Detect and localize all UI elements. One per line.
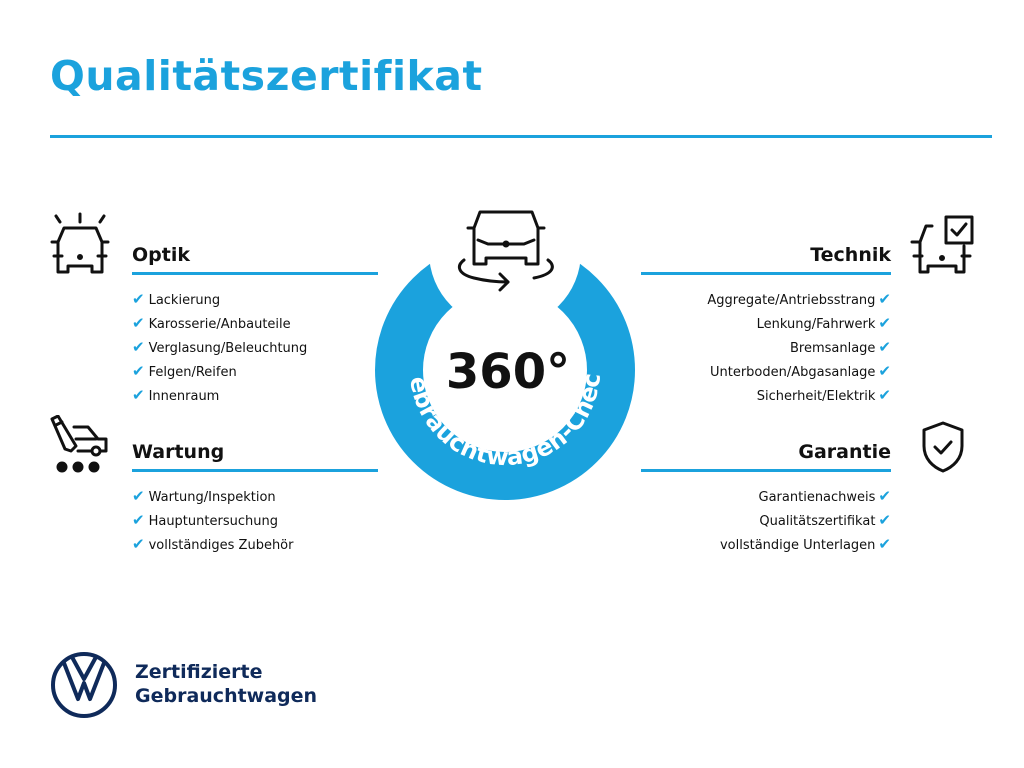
list-item: Aggregate/Antriebsstrang ✔	[641, 287, 891, 311]
item-label: Karosserie/Anbauteile	[148, 317, 291, 332]
brand-line-1: Zertifizierte	[135, 661, 263, 683]
list-item: Lenkung/Fahrwerk ✔	[641, 311, 891, 335]
title-divider	[50, 135, 992, 138]
item-label: Garantienachweis	[758, 490, 876, 505]
check-icon: ✔	[132, 535, 145, 553]
item-list: ✔ Wartung/Inspektion ✔ Hauptuntersuchung ✔ vo…	[132, 484, 378, 556]
section-heading: Wartung	[132, 441, 225, 463]
service-van-icon	[50, 415, 108, 473]
check-icon: ✔	[132, 487, 145, 505]
brand-text: Zertifizierte Gebrauchtwagen	[135, 660, 317, 708]
item-label: Unterboden/Abgasanlage	[709, 365, 876, 380]
check-icon: ✔	[878, 290, 891, 308]
check-icon: ✔	[132, 362, 145, 380]
section-optik: Optik ✔ Lackierung ✔ Karosserie/Anbauteile ✔…	[132, 242, 378, 407]
list-item: ✔ Hauptuntersuchung	[132, 508, 378, 532]
section-divider	[641, 272, 891, 275]
item-label: Lackierung	[148, 293, 221, 308]
list-item: Unterboden/Abgasanlage ✔	[641, 359, 891, 383]
car-lights-icon	[50, 212, 110, 274]
item-label: Lenkung/Fahrwerk	[756, 317, 876, 332]
shield-check-icon	[922, 421, 964, 473]
check-icon: ✔	[878, 535, 891, 553]
check-icon: ✔	[132, 386, 145, 404]
check-icon: ✔	[878, 511, 891, 529]
section-divider	[641, 469, 891, 472]
section-wartung: Wartung ✔ Wartung/Inspektion ✔ Hauptuntersu…	[132, 439, 378, 556]
page-title: Qualitätszertifikat	[50, 52, 483, 100]
list-item: ✔ Felgen/Reifen	[132, 359, 378, 383]
check-icon: ✔	[132, 511, 145, 529]
item-label: Verglasung/Beleuchtung	[148, 341, 308, 356]
list-item: ✔ Wartung/Inspektion	[132, 484, 378, 508]
check-icon: ✔	[878, 314, 891, 332]
section-heading: Garantie	[798, 441, 891, 463]
section-divider	[132, 469, 378, 472]
list-item: vollständige Unterlagen ✔	[641, 532, 891, 556]
check-icon: ✔	[132, 338, 145, 356]
check-icon: ✔	[878, 338, 891, 356]
list-item: ✔ Lackierung	[132, 287, 378, 311]
car-checkbox-icon	[910, 215, 974, 274]
item-list: Aggregate/Antriebsstrang ✔ Lenkung/Fahrwer…	[641, 287, 891, 407]
item-label: Qualitätszertifikat	[759, 514, 876, 529]
item-label: Felgen/Reifen	[148, 365, 237, 380]
brand-line-2: Gebrauchtwagen	[135, 685, 318, 707]
list-item: ✔ Innenraum	[132, 383, 378, 407]
list-item: Sicherheit/Elektrik ✔	[641, 383, 891, 407]
check-icon: ✔	[878, 362, 891, 380]
check-icon: ✔	[132, 290, 145, 308]
item-list: ✔ Lackierung ✔ Karosserie/Anbauteile ✔ Vergla…	[132, 287, 378, 407]
item-label: vollständiges Zubehör	[148, 538, 294, 553]
item-label: Wartung/Inspektion	[148, 490, 276, 505]
360-check-graphic: Gebrauchtwagen-Check 360°	[360, 200, 635, 500]
item-label: Sicherheit/Elektrik	[756, 389, 876, 404]
check-icon: ✔	[132, 314, 145, 332]
check-icon: ✔	[878, 386, 891, 404]
360-label: 360°	[446, 344, 570, 400]
item-list: Garantienachweis ✔ Qualitätszertifikat ✔ vol…	[641, 484, 891, 556]
section-garantie: Garantie Garantienachweis ✔ Qualitätszerti…	[641, 439, 891, 556]
item-label: vollständige Unterlagen	[719, 538, 876, 553]
item-label: Innenraum	[148, 389, 220, 404]
vw-logo	[51, 652, 117, 718]
list-item: Garantienachweis ✔	[641, 484, 891, 508]
section-heading: Optik	[132, 244, 190, 266]
section-divider	[132, 272, 378, 275]
item-label: Bremsanlage	[789, 341, 876, 356]
item-label: Hauptuntersuchung	[148, 514, 278, 529]
list-item: ✔ Verglasung/Beleuchtung	[132, 335, 378, 359]
list-item: Bremsanlage ✔	[641, 335, 891, 359]
list-item: ✔ Karosserie/Anbauteile	[132, 311, 378, 335]
list-item: ✔ vollständiges Zubehör	[132, 532, 378, 556]
check-icon: ✔	[878, 487, 891, 505]
car-rotate-icon	[457, 210, 554, 292]
item-label: Aggregate/Antriebsstrang	[707, 293, 876, 308]
section-technik: Technik Aggregate/Antriebsstrang ✔ Lenkung…	[641, 242, 891, 407]
section-heading: Technik	[810, 244, 891, 266]
list-item: Qualitätszertifikat ✔	[641, 508, 891, 532]
